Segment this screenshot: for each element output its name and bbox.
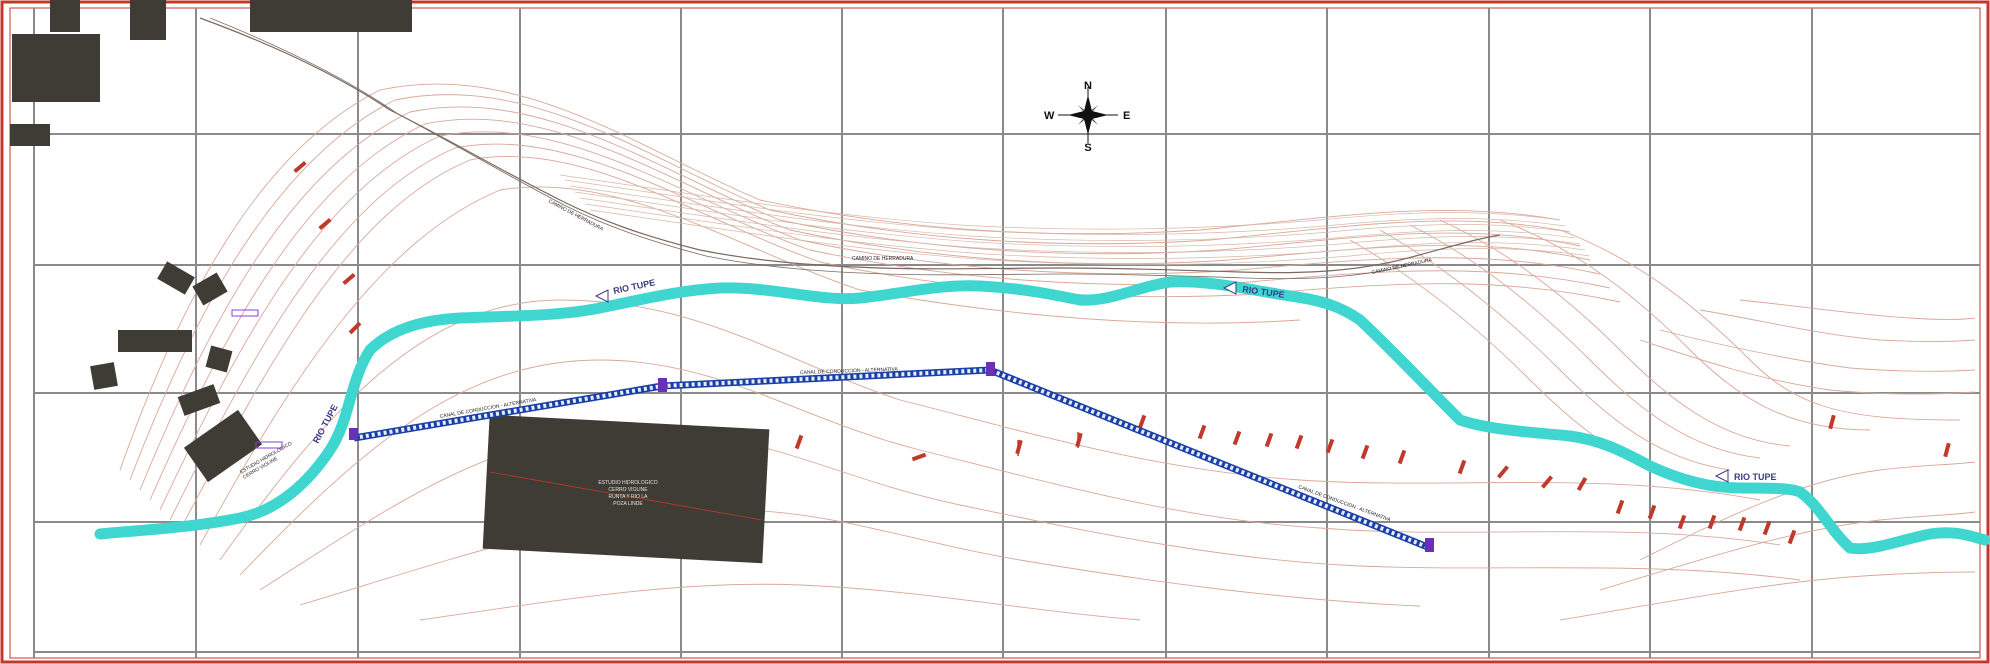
- arrow-icon: [1714, 469, 1729, 483]
- svg-text:RIO TUPE: RIO TUPE: [1734, 472, 1777, 482]
- main-building: [482, 414, 770, 564]
- hillside-contours: [559, 174, 1591, 265]
- buildings: [10, 0, 412, 483]
- pipeline-nodes: [349, 362, 1434, 552]
- arrow-icon: [594, 289, 609, 303]
- contour-lines: [119, 83, 1976, 621]
- mule-track: [199, 17, 1501, 274]
- svg-text:POZA LINDE: POZA LINDE: [613, 501, 643, 507]
- building-note: ESTUDIO HIDROLOGICO CERRO VIOLINE RUNTA …: [598, 480, 657, 507]
- svg-text:E: E: [1123, 110, 1130, 122]
- contour-annotations: [293, 160, 1951, 545]
- map-inner-frame: [9, 7, 1981, 659]
- arrow-icon: [1222, 281, 1237, 295]
- annotation-markers: [231, 309, 283, 449]
- svg-text:N: N: [1084, 80, 1092, 92]
- svg-text:CERRO VIOLINE: CERRO VIOLINE: [608, 487, 648, 493]
- coordinate-grid: [33, 8, 1980, 658]
- svg-text:S: S: [1084, 142, 1091, 154]
- north-arrow: N S E W: [1044, 80, 1130, 154]
- river-tupe: [94, 276, 1990, 555]
- svg-text:CANAL DE CONDUCCION - ALTERNAT: CANAL DE CONDUCCION - ALTERNATIVA: [800, 367, 899, 376]
- svg-text:CAMINO DE HERRADURA: CAMINO DE HERRADURA: [852, 256, 914, 262]
- svg-text:W: W: [1044, 110, 1055, 122]
- svg-text:ESTUDIO HIDROLOGICO: ESTUDIO HIDROLOGICO: [598, 480, 657, 486]
- svg-text:RUNTA Y RIO LA: RUNTA Y RIO LA: [609, 494, 649, 500]
